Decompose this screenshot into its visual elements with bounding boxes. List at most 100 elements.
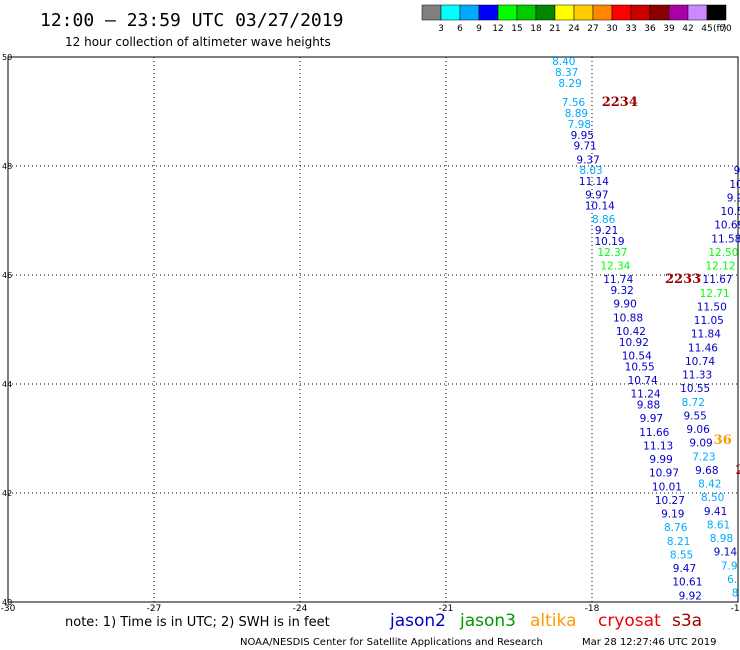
y-tick-label: 48 <box>2 162 12 171</box>
wave-height-point: 10.61 <box>672 577 702 589</box>
y-tick-label: 40 <box>2 598 12 607</box>
wave-height-point: 9.14 <box>714 547 738 559</box>
colorbar-label: 30 <box>606 24 618 34</box>
colorbar-label: 18 <box>530 24 542 34</box>
plot-frame <box>7 56 739 603</box>
wave-height-point: 7.98 <box>568 119 591 131</box>
satellite-legend-entry: jason3 <box>459 611 516 631</box>
colorbar-label: 45 <box>701 24 712 34</box>
colorbar-label: 15 <box>511 24 522 34</box>
satellite-legend-entry: s3a <box>672 611 702 631</box>
colorbar-swatch <box>497 4 518 21</box>
x-tick-label: -27 <box>147 604 162 614</box>
wave-height-point: 10.74 <box>685 356 715 368</box>
wave-height-point: 10.74 <box>628 375 658 387</box>
colorbar-swatch <box>478 4 499 21</box>
wave-height-point: 10.88 <box>613 312 643 324</box>
track-labels: 2234 2233 36 21 <box>602 95 740 478</box>
colorbar-label: 9 <box>476 24 482 34</box>
wave-height-point: 7.23 <box>692 451 715 463</box>
track-label: 2233 <box>665 272 701 287</box>
colorbar-swatch <box>554 4 575 21</box>
wave-height-point: 8 <box>732 588 739 600</box>
grid-lines <box>8 57 738 602</box>
wave-height-point: 8.42 <box>698 479 721 491</box>
colorbar-swatch <box>592 4 613 21</box>
wave-height-point: 11.24 <box>631 389 661 401</box>
plot-area: -30 -27 -24 -21 -18 -15 40 42 44 46 48 50 8.408.37… <box>1 53 740 614</box>
wave-height-point: 10.42 <box>616 326 646 338</box>
colorbar-label: 27 <box>587 24 598 34</box>
satellite-legend-entry: cryosat <box>598 611 661 631</box>
wave-height-point: 8.21 <box>667 536 690 548</box>
colorbar-label: 12 <box>492 24 503 34</box>
wave-height-point: 8.03 <box>579 165 602 177</box>
wave-height-point: 9.99 <box>649 454 672 466</box>
colorbar-swatch <box>535 4 556 21</box>
wave-height-point: 9.55 <box>683 410 706 422</box>
wave-height-point: 10.92 <box>619 337 649 349</box>
wave-height-point: 10.69 <box>714 220 740 232</box>
wave-height-point: 10.55 <box>680 383 710 395</box>
wave-height-point: 9.41 <box>704 506 727 518</box>
colorbar-swatch <box>630 4 651 21</box>
colorbar-swatch <box>668 4 689 21</box>
colorbar-swatch <box>649 4 670 21</box>
x-axis-ticks: -30 -27 -24 -21 -18 -15 <box>1 604 740 614</box>
satellite-legend-entry: jason2 <box>389 611 446 631</box>
x-tick-label: -30 <box>1 604 16 614</box>
track-label: 21 <box>736 463 740 478</box>
wave-height-point: 8.50 <box>701 492 724 504</box>
wave-height-point: 9.71 <box>573 141 596 153</box>
wave-height-point: 12.37 <box>597 247 627 259</box>
wave-height-point: 12.71 <box>700 288 730 300</box>
wave-height-point: 9.90 <box>613 299 636 311</box>
wave-height-point: 12.34 <box>600 261 630 273</box>
wave-height-point: 10.5 <box>720 206 740 218</box>
footer-timestamp: Mar 28 12:27:46 UTC 2019 <box>582 637 717 648</box>
colorbar-label: 6 <box>457 24 463 34</box>
wave-height-point: 11.33 <box>682 370 712 382</box>
wave-height-point: 8.86 <box>592 214 616 226</box>
colorbar-label: 36 <box>644 24 656 34</box>
wave-height-point: 9.97 <box>585 190 608 202</box>
wave-height-point: 10.27 <box>655 495 685 507</box>
colorbar-label: 21 <box>549 24 560 34</box>
wave-height-point: 8.61 <box>707 519 730 531</box>
colorbar-label: 42 <box>682 24 693 34</box>
satellite-legend-entry: altika <box>530 611 577 631</box>
x-tick-label: -21 <box>439 604 454 614</box>
wave-height-points: 8.408.378.297.568.897.989.959.719.378.03… <box>552 56 740 602</box>
colorbar-swatch <box>687 4 708 21</box>
colorbar-label: 39 <box>663 24 675 34</box>
wave-height-point: 10.55 <box>625 361 655 373</box>
wave-height-point: 10 <box>729 179 740 191</box>
colorbar-unit: (ft) <box>713 24 727 34</box>
colorbar-swatch <box>459 4 480 21</box>
wave-height-point: 10.54 <box>622 350 652 362</box>
colorbar-swatch <box>573 4 594 21</box>
y-tick-label: 42 <box>2 489 12 498</box>
wave-height-point: 11.05 <box>694 315 724 327</box>
track-label: 2234 <box>602 95 638 110</box>
x-tick-label: -18 <box>585 604 600 614</box>
y-tick-label: 46 <box>2 271 12 280</box>
wave-height-point: 11.13 <box>643 440 673 452</box>
wave-height-point: 9.47 <box>673 563 696 575</box>
wave-height-point: 8.72 <box>682 397 705 409</box>
chart-title: 12:00 – 23:59 UTC 03/27/2019 <box>40 10 343 31</box>
wave-height-point: 9.32 <box>610 285 633 297</box>
track-label: 36 <box>714 433 732 448</box>
wave-height-point: 9.68 <box>695 465 718 477</box>
wave-height-point: 9.97 <box>640 413 663 425</box>
wave-height-point: 8.55 <box>670 549 693 561</box>
y-tick-label: 44 <box>2 380 12 389</box>
wave-height-point: 8.89 <box>565 108 588 120</box>
x-tick-label: -15 <box>731 604 740 614</box>
chart-subtitle: 12 hour collection of altimeter wave hei… <box>65 35 331 49</box>
wave-height-point: 11.50 <box>697 301 727 313</box>
wave-height-point: 9.06 <box>686 424 710 436</box>
wave-height-point: 10.97 <box>649 468 679 480</box>
colorbar-label: 70 <box>720 24 732 34</box>
